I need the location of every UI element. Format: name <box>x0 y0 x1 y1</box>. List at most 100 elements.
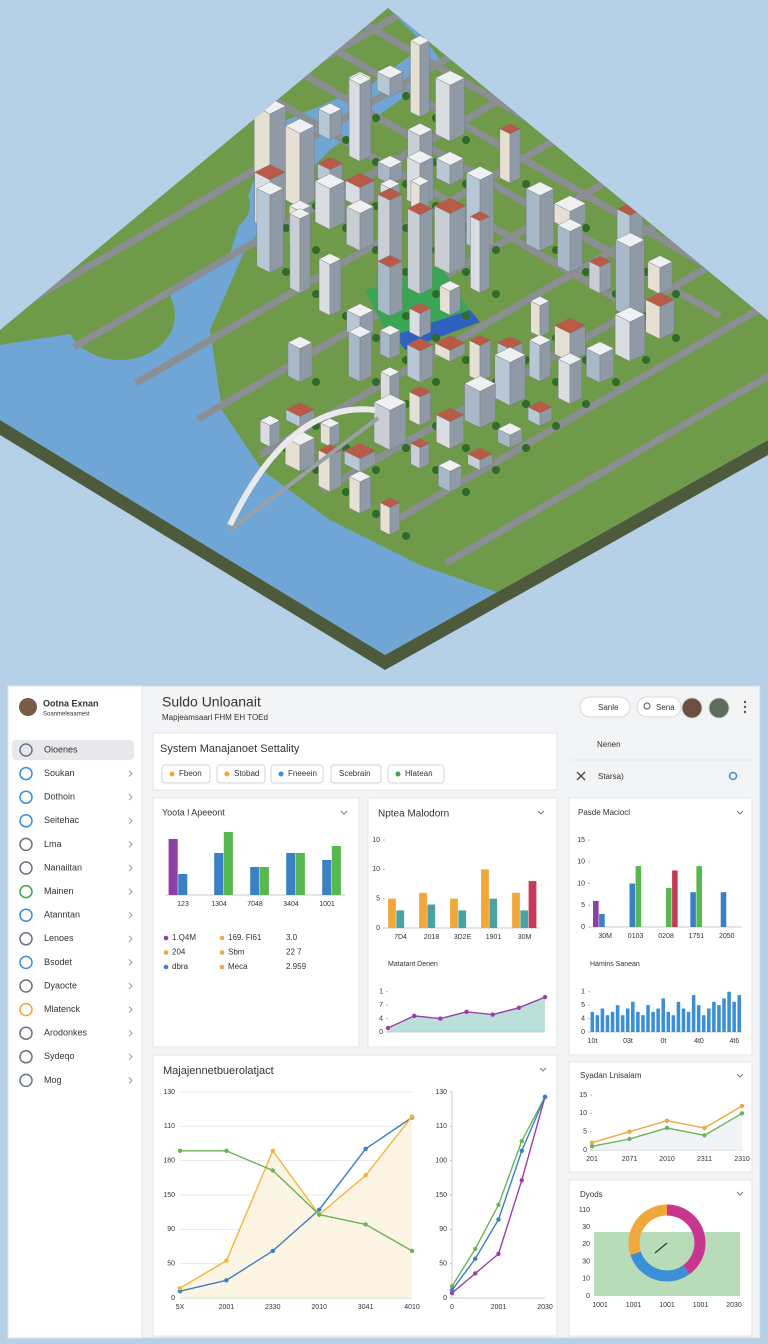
button[interactable] <box>579 696 631 718</box>
x-tick-label: 2010 <box>311 1304 327 1311</box>
building-left <box>499 128 511 184</box>
menu-item[interactable]: Oioenes <box>44 744 78 754</box>
menu-item[interactable]: Mainen <box>44 886 74 896</box>
point <box>542 994 548 1000</box>
x-tick-label: 2018 <box>424 934 440 941</box>
chevron <box>128 1029 133 1037</box>
tree <box>402 92 410 100</box>
tree <box>282 268 290 276</box>
chevron <box>128 959 133 966</box>
menu-item[interactable]: Soukan <box>44 768 75 778</box>
building-right <box>359 476 371 514</box>
x-tick-label: 7D4 <box>394 934 407 941</box>
menu-item[interactable]: Arodonkes <box>44 1028 88 1038</box>
y-tick-label: 0 <box>583 1147 587 1154</box>
menu-item[interactable]: Atanntan <box>44 910 80 920</box>
building-roof <box>645 292 675 307</box>
tree <box>672 290 680 298</box>
legend-dot <box>219 950 225 955</box>
chevron <box>128 770 133 777</box>
chip-label[interactable]: Fneeein <box>288 769 317 778</box>
area <box>180 1116 412 1298</box>
building-roof <box>377 155 403 169</box>
chart-title: Syadan Lnisaiam <box>580 1071 642 1080</box>
x-tick-label: 4010 <box>404 1304 420 1311</box>
y-tick-label: 110 <box>579 1207 590 1214</box>
chip-label[interactable]: Scebrain <box>339 769 371 778</box>
point <box>519 1148 524 1154</box>
chart-title: Hamins Sanean <box>590 961 640 968</box>
menu-item[interactable]: Lma <box>44 839 62 849</box>
legend-dot <box>219 935 225 941</box>
chip-label[interactable]: Stobad <box>234 769 259 778</box>
tree <box>462 268 470 276</box>
x-tick-label: 1001 <box>659 1302 675 1309</box>
building-roof <box>373 394 407 411</box>
menu-item[interactable]: Mlatenck <box>44 1004 81 1014</box>
dropdown-icon <box>736 1073 744 1078</box>
chip[interactable] <box>387 764 445 784</box>
point <box>363 1173 368 1178</box>
tree <box>492 422 500 430</box>
sidebar <box>7 685 143 1339</box>
button-label[interactable]: Sanle <box>598 703 619 712</box>
chevron <box>128 864 133 872</box>
y-tick-label: 0 <box>443 1295 447 1302</box>
building-roof <box>256 181 284 196</box>
building-right <box>269 188 284 273</box>
point <box>385 1025 391 1031</box>
bar <box>615 1005 620 1032</box>
dropdown-icon <box>736 810 744 815</box>
building-roof <box>348 470 372 483</box>
y-tick-label: 50 <box>439 1261 447 1268</box>
menu-item[interactable]: Dothoin <box>44 792 75 802</box>
building-right <box>329 258 342 316</box>
building-roof <box>406 338 434 352</box>
building-roof <box>434 197 466 214</box>
chip[interactable] <box>330 764 382 784</box>
building-roof <box>437 459 463 472</box>
menu-item[interactable]: Seitehac <box>44 815 80 825</box>
chip[interactable] <box>216 764 266 784</box>
menu-item[interactable]: Sydeqo <box>44 1051 75 1061</box>
line <box>179 1116 413 1289</box>
tree <box>312 378 320 386</box>
building-left <box>494 354 511 406</box>
bar <box>295 853 305 895</box>
menu-icon <box>19 979 33 993</box>
bar <box>512 892 520 928</box>
point <box>317 1207 322 1212</box>
chip[interactable] <box>270 764 324 784</box>
menu-item[interactable]: Nanaiitan <box>44 862 82 872</box>
chip-label[interactable]: Hlatean <box>405 769 433 778</box>
tree <box>582 224 590 232</box>
tree <box>402 312 410 320</box>
chevron <box>128 793 133 801</box>
menu-item[interactable]: Lenoes <box>44 933 74 943</box>
menu-item[interactable]: Mog <box>44 1075 62 1085</box>
tree <box>282 224 290 232</box>
building-left <box>407 208 421 295</box>
profile-subtitle: Soanmeleaamest <box>43 712 90 718</box>
menu-item[interactable]: Dyaocte <box>44 980 77 990</box>
building-left <box>526 188 541 252</box>
menu-icon <box>19 814 33 828</box>
building-left <box>348 78 361 162</box>
building-roof <box>435 70 465 86</box>
search[interactable] <box>636 696 682 718</box>
y-tick-label: 1 <box>581 989 585 996</box>
menu-item[interactable]: Bsodet <box>44 957 73 967</box>
building-left <box>349 476 361 514</box>
chip-label[interactable]: Fbeon <box>179 769 202 778</box>
x-tick-label: 0 <box>450 1304 454 1311</box>
chip[interactable] <box>161 764 211 784</box>
tree <box>582 268 590 276</box>
bar <box>450 898 458 928</box>
bridge <box>227 406 376 527</box>
tree <box>492 290 500 298</box>
bar <box>223 832 233 895</box>
panel-item: Starsa) <box>598 772 624 781</box>
bar <box>666 887 672 927</box>
building-left <box>470 216 481 294</box>
tree <box>372 510 380 518</box>
